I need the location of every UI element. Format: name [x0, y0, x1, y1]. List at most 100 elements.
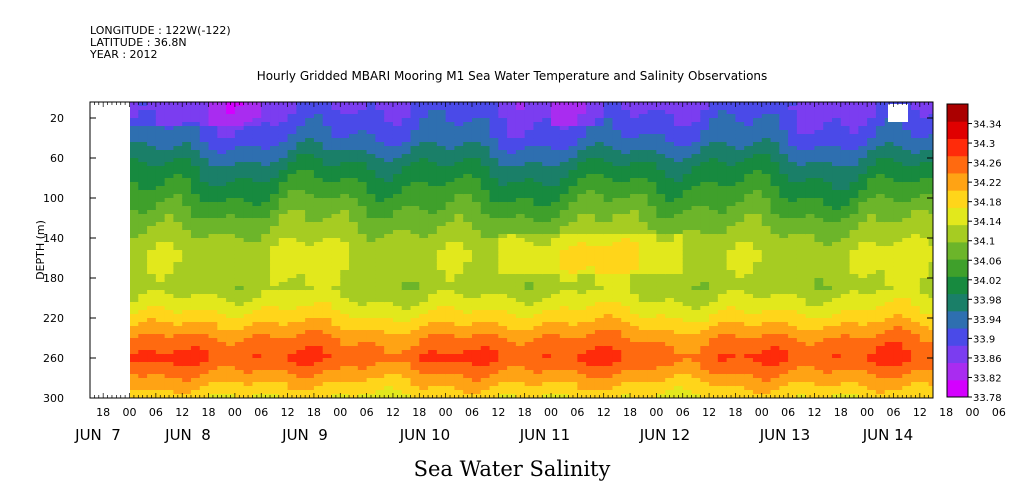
heatmap-cell	[621, 210, 631, 215]
heatmap-cell	[691, 258, 701, 263]
heatmap-cell	[392, 250, 403, 255]
heatmap-cell	[586, 230, 596, 235]
heatmap-cell	[199, 230, 210, 235]
heatmap-cell	[454, 270, 464, 275]
heatmap-cell	[515, 342, 526, 347]
heatmap-cell	[401, 110, 412, 115]
heatmap-cell	[507, 374, 517, 379]
heatmap-cell	[164, 270, 175, 275]
heatmap-cell	[489, 106, 499, 111]
heatmap-cell	[375, 270, 385, 275]
heatmap-cell	[410, 346, 420, 351]
heatmap-cell	[261, 370, 271, 375]
heatmap-cell	[480, 226, 491, 231]
heatmap-cell	[164, 178, 175, 183]
heatmap-cell	[419, 230, 429, 235]
heatmap-cell	[375, 282, 385, 287]
heatmap-cell	[164, 134, 175, 139]
heatmap-cell	[682, 294, 693, 299]
heatmap-cell	[313, 226, 324, 231]
heatmap-cell	[252, 258, 262, 263]
heatmap-cell	[682, 162, 693, 167]
heatmap-cell	[471, 162, 482, 167]
heatmap-cell	[682, 366, 693, 371]
heatmap-cell	[138, 274, 148, 279]
heatmap-cell	[612, 110, 622, 115]
heatmap-cell	[138, 382, 148, 387]
heatmap-cell	[138, 122, 148, 127]
heatmap-cell	[515, 290, 526, 295]
heatmap-cell	[638, 190, 649, 195]
heatmap-cell	[305, 386, 315, 391]
heatmap-cell	[673, 126, 684, 131]
heatmap-cell	[489, 222, 499, 227]
heatmap-cell	[190, 234, 201, 239]
heatmap-cell	[691, 138, 701, 143]
heatmap-cell	[243, 262, 254, 267]
heatmap-cell	[463, 198, 473, 203]
heatmap-cell	[190, 278, 201, 283]
heatmap-cell	[594, 242, 605, 247]
heatmap-cell	[603, 242, 614, 247]
heatmap-cell	[682, 354, 693, 359]
heatmap-cell	[155, 226, 166, 231]
heatmap-cell	[305, 202, 315, 207]
heatmap-cell	[287, 194, 297, 199]
heatmap-cell	[296, 226, 306, 231]
heatmap-cell	[586, 390, 596, 395]
heatmap-cell	[182, 206, 192, 211]
heatmap-cell	[366, 278, 376, 283]
heatmap-cell	[252, 302, 262, 307]
heatmap-cell	[498, 262, 508, 267]
heatmap-cell	[515, 390, 526, 395]
heatmap-cell	[287, 250, 297, 255]
heatmap-cell	[621, 334, 631, 339]
heatmap-cell	[226, 374, 236, 379]
heatmap-cell	[313, 178, 324, 183]
heatmap-cell	[568, 386, 578, 391]
heatmap-cell	[349, 306, 359, 311]
heatmap-cell	[130, 366, 139, 371]
heatmap-cell	[665, 250, 675, 255]
heatmap-cell	[357, 206, 368, 211]
heatmap-cell	[147, 390, 157, 395]
heatmap-cell	[568, 326, 578, 331]
heatmap-cell	[366, 306, 376, 311]
heatmap-cell	[603, 122, 614, 127]
heatmap-cell	[542, 154, 552, 159]
heatmap-cell	[471, 278, 482, 283]
heatmap-cell	[656, 390, 666, 395]
heatmap-cell	[287, 322, 297, 327]
heatmap-cell	[182, 282, 192, 287]
heatmap-cell	[638, 358, 649, 363]
heatmap-cell	[340, 326, 350, 331]
heatmap-cell	[155, 294, 166, 299]
heatmap-cell	[436, 338, 447, 343]
heatmap-cell	[533, 238, 543, 243]
heatmap-cell	[208, 306, 218, 311]
heatmap-cell	[709, 258, 719, 263]
heatmap-cell	[234, 290, 245, 295]
heatmap-cell	[489, 194, 499, 199]
heatmap-cell	[164, 154, 175, 159]
heatmap-cell	[463, 358, 473, 363]
heatmap-cell	[489, 134, 499, 139]
heatmap-cell	[331, 118, 341, 123]
heatmap-cell	[524, 162, 535, 167]
heatmap-cell	[340, 262, 350, 267]
heatmap-cell	[665, 302, 675, 307]
heatmap-cell	[261, 350, 271, 355]
heatmap-cell	[234, 254, 245, 259]
heatmap-cell	[182, 286, 192, 291]
heatmap-cell	[454, 346, 464, 351]
heatmap-cell	[173, 206, 183, 211]
heatmap-cell	[489, 274, 499, 279]
heatmap-cell	[410, 230, 420, 235]
heatmap-cell	[138, 270, 148, 275]
heatmap-cell	[305, 238, 315, 243]
heatmap-cell	[401, 326, 412, 331]
heatmap-cell	[401, 126, 412, 131]
heatmap-cell	[252, 174, 262, 179]
heatmap-cell	[586, 334, 596, 339]
heatmap-cell	[638, 386, 649, 391]
